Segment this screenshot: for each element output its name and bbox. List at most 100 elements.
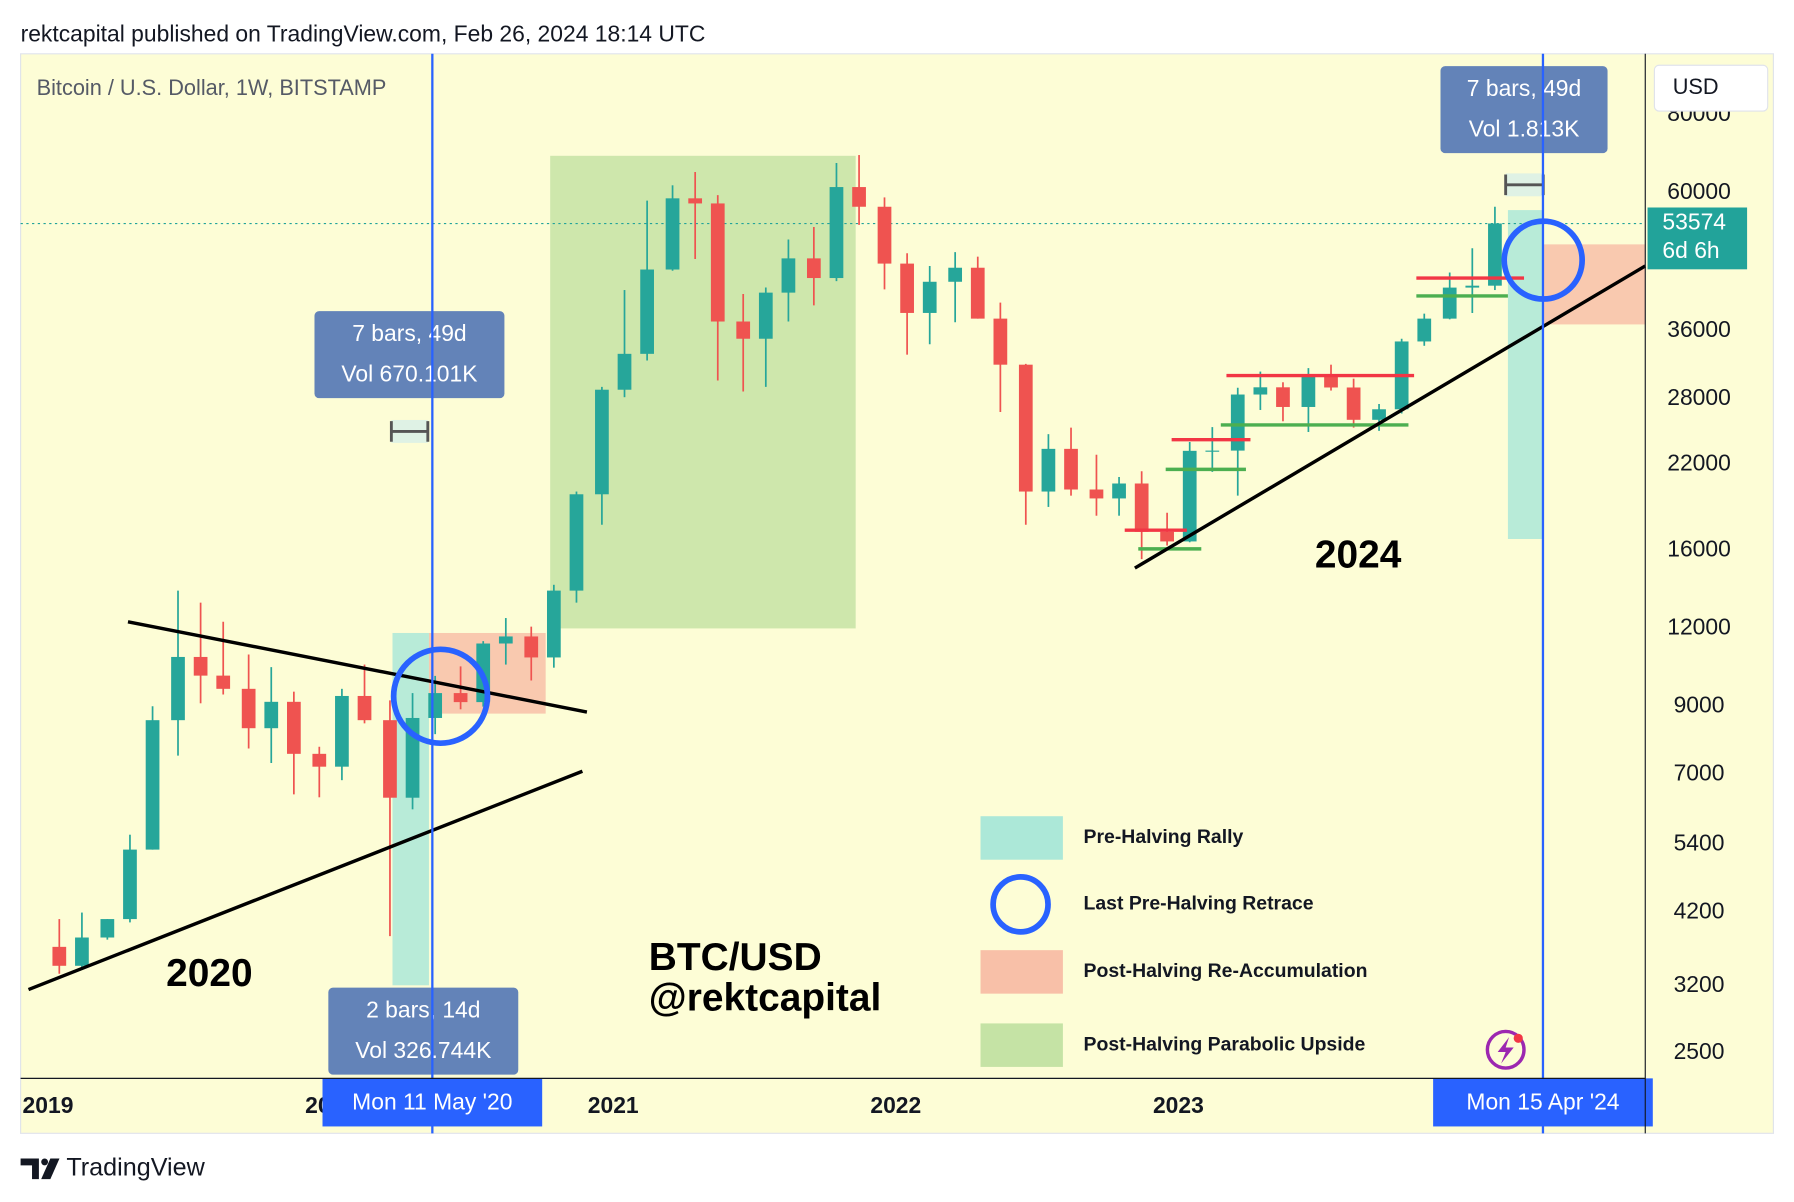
header: rektcapital published on TradingView.com… xyxy=(21,21,706,47)
legend-swatch xyxy=(990,874,1051,935)
candle-body xyxy=(948,267,963,282)
y-tick-label: 9000 xyxy=(1674,691,1725,717)
candle-body xyxy=(171,656,185,721)
currency-button[interactable] xyxy=(1653,64,1769,112)
last-price-badge xyxy=(1647,207,1748,270)
last-price-label: 53574 xyxy=(1662,209,1726,235)
candle-body xyxy=(1301,376,1316,407)
candle-body xyxy=(1160,531,1174,542)
candle-body xyxy=(1324,376,1338,388)
alert-ring[interactable] xyxy=(1485,1029,1526,1070)
candle-body xyxy=(1465,285,1480,288)
candle-body xyxy=(970,267,985,319)
candle-body xyxy=(1442,287,1457,319)
zone xyxy=(392,632,429,986)
trend-line xyxy=(127,620,588,714)
annotation-text: @rektcapital xyxy=(649,976,882,1019)
legend-swatch xyxy=(980,816,1063,860)
annotation-text: 2024 xyxy=(1315,534,1402,577)
candle-body xyxy=(710,203,725,322)
candle-body xyxy=(264,701,279,729)
candle-body xyxy=(922,281,937,313)
candle-body xyxy=(665,198,680,270)
measure-text: Vol 670.101K xyxy=(341,360,477,386)
candle-body xyxy=(806,258,821,279)
candle-body xyxy=(688,198,703,204)
y-tick-label: 2500 xyxy=(1674,1038,1725,1064)
candle-body xyxy=(1112,483,1126,499)
currency-label[interactable]: USD xyxy=(1673,74,1719,99)
candle-body xyxy=(1346,387,1361,420)
candle-body xyxy=(123,849,137,920)
y-tick-label: 12000 xyxy=(1667,613,1731,639)
candle-body xyxy=(1134,483,1149,532)
candle-body xyxy=(736,321,751,339)
x-tick-label: 2021 xyxy=(588,1092,639,1118)
candle-body xyxy=(1417,318,1432,342)
candle-body xyxy=(1253,387,1268,395)
measure-text: Vol 1.813K xyxy=(1469,115,1580,141)
marker-badge xyxy=(1433,1078,1653,1127)
candle-body xyxy=(595,389,609,495)
candle-body xyxy=(1205,450,1220,452)
chart-layer: 2020 2024 BTC/USD@rektcapital Pre-Halving R… xyxy=(20,53,1748,1134)
annotation-text: BTC/USD xyxy=(649,936,822,979)
alert-bolt[interactable] xyxy=(1497,1037,1514,1064)
trend-line xyxy=(1134,264,1647,570)
y-tick-label: 3200 xyxy=(1674,971,1725,997)
marker-badge xyxy=(322,1078,543,1127)
candle-body xyxy=(335,695,349,767)
measure-text: Vol 326.744K xyxy=(355,1037,491,1063)
candle-body xyxy=(546,590,561,658)
measure-text: 7 bars, 49d xyxy=(352,320,466,346)
chart-title: Bitcoin / U.S. Dollar, 1W, BITSTAMP xyxy=(37,75,387,100)
y-tick-label: 7000 xyxy=(1674,759,1725,785)
measure-box xyxy=(328,987,519,1075)
candle-body xyxy=(569,494,584,591)
trend-line xyxy=(27,769,584,992)
x-tick-label: 2019 xyxy=(23,1092,74,1118)
marker-label: Mon 11 May '20 xyxy=(352,1089,512,1115)
candle-body xyxy=(312,753,327,767)
x-tick-label: 2022 xyxy=(870,1092,921,1118)
candle-body xyxy=(453,693,468,703)
candle-body xyxy=(993,318,1008,365)
candle-body xyxy=(241,688,256,729)
highlight-circle xyxy=(390,646,491,747)
logo-part xyxy=(41,1158,49,1166)
legend-label: Post-Halving Re-Accumulation xyxy=(1083,960,1367,982)
candle-body xyxy=(1064,448,1078,490)
annotation-text: 2020 xyxy=(166,952,253,995)
candle-body xyxy=(640,269,654,354)
logo-part xyxy=(41,1158,60,1180)
measure-bracket xyxy=(389,421,430,442)
alert-icon[interactable] xyxy=(1485,1029,1526,1070)
y-tick-label: 22000 xyxy=(1667,449,1731,475)
y-tick-label: 36000 xyxy=(1667,316,1731,342)
measure-text: 2 bars, 14d xyxy=(366,997,480,1023)
legend-label: Last Pre-Halving Retrace xyxy=(1083,892,1313,914)
footer-brand: TradingView xyxy=(66,1153,205,1181)
candle-body xyxy=(1230,394,1245,451)
logo-part xyxy=(20,1158,39,1180)
candle-body xyxy=(52,946,67,966)
candle-body xyxy=(1182,450,1197,542)
chart-background xyxy=(20,53,1774,1134)
candle-body xyxy=(75,937,89,966)
zone xyxy=(1543,244,1646,325)
candle-body xyxy=(193,656,208,676)
candle-body xyxy=(1276,387,1290,407)
alert-dot[interactable] xyxy=(1513,1033,1523,1043)
candle-body xyxy=(1488,223,1502,286)
footer-logo xyxy=(20,1158,60,1180)
y-tick-label: 5400 xyxy=(1674,830,1725,856)
candle-body xyxy=(524,636,539,658)
candle-body xyxy=(216,675,231,689)
candle-body xyxy=(877,206,892,264)
countdown-label: 6d 6h xyxy=(1662,237,1719,263)
legend-swatch xyxy=(980,950,1063,994)
candle-body xyxy=(781,258,796,293)
y-tick-label: 16000 xyxy=(1667,536,1731,562)
